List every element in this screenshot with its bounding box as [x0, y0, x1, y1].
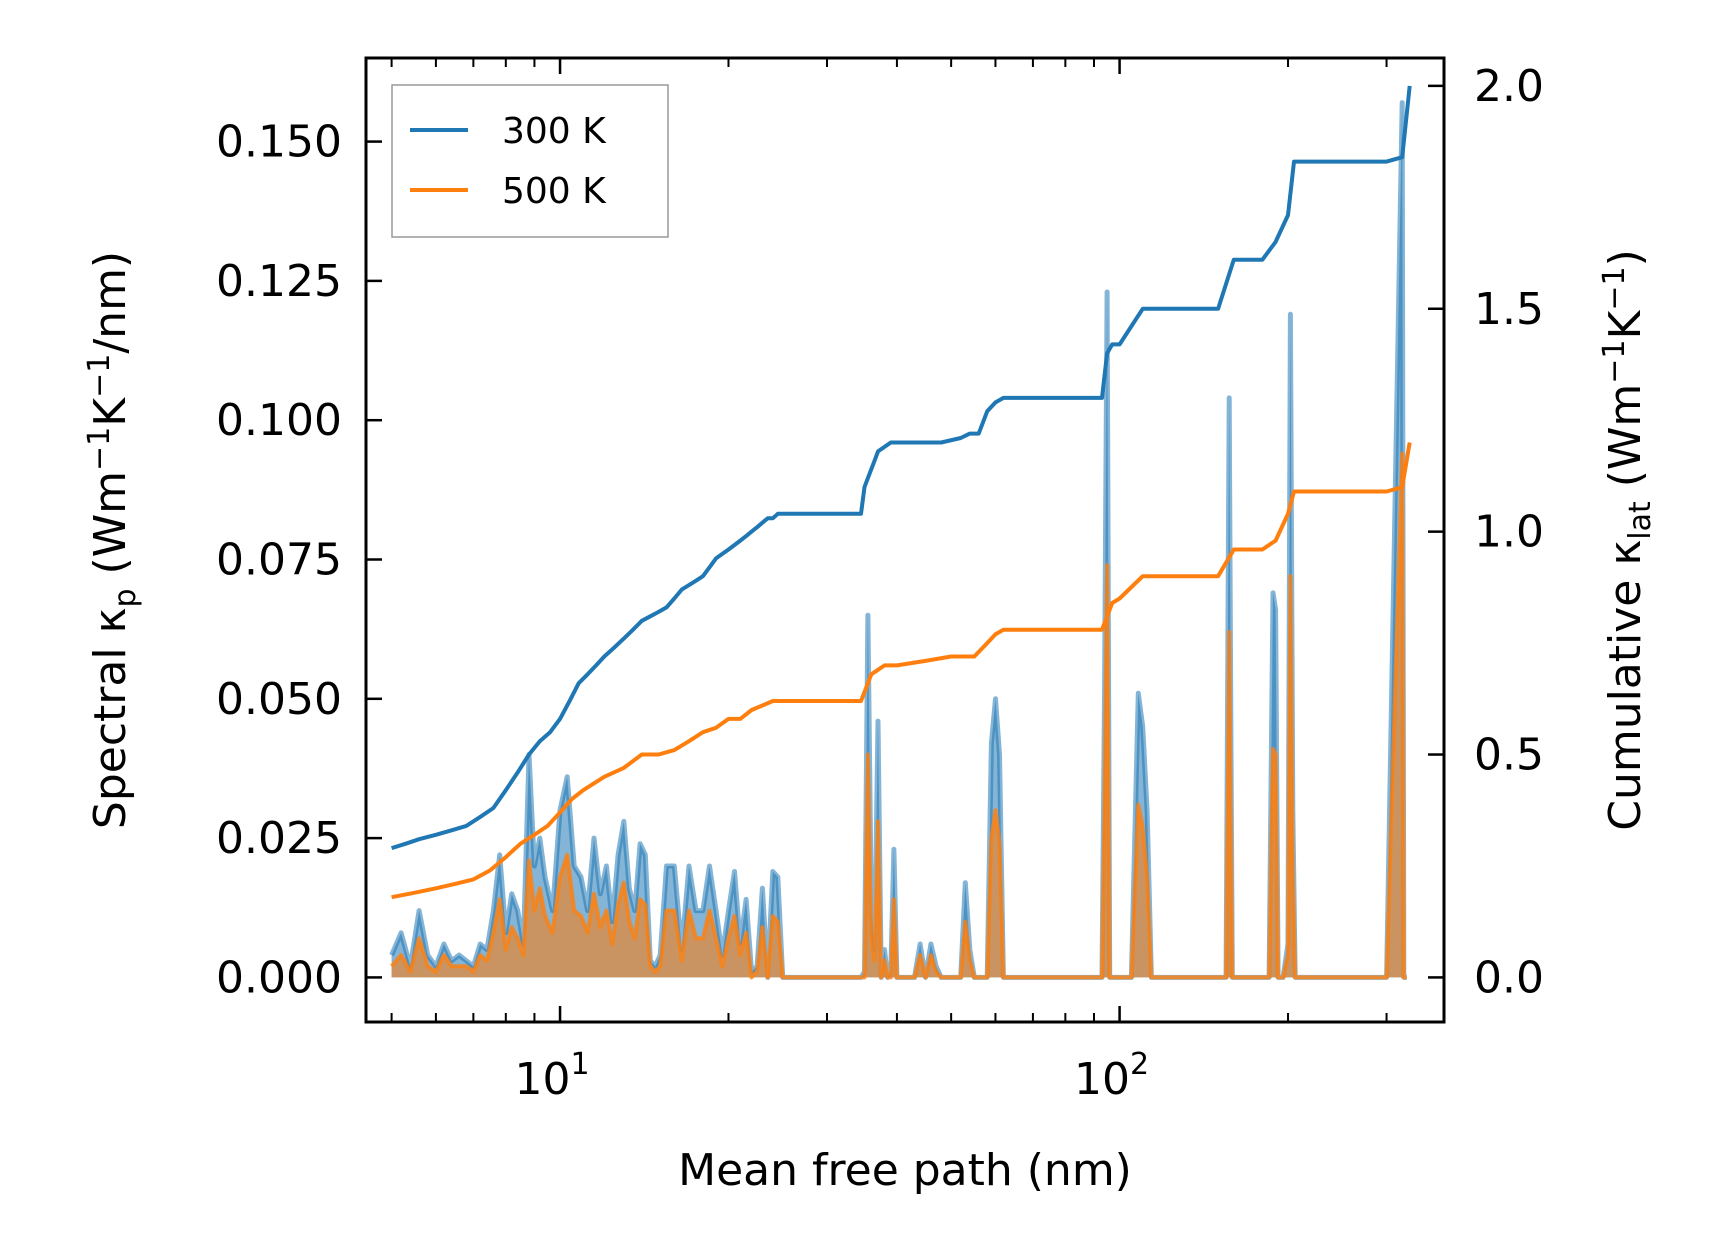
left-y-label-unit-c: /nm) [85, 251, 136, 354]
legend-label-300k: 300 K [502, 111, 607, 152]
right-y-tick-label: 1.5 [1474, 284, 1544, 335]
left-y-label-unit-b: K [85, 397, 136, 427]
legend-box [391, 84, 669, 238]
left-y-label-main: Spectral κ [85, 608, 136, 830]
right-y-label-sub: lat [1623, 501, 1658, 540]
legend-label-500k: 500 K [502, 171, 607, 212]
left-y-tick-label: 0.100 [216, 395, 342, 446]
cumulative-line-300k [391, 85, 1412, 851]
left-y-tick-label: 0.025 [216, 813, 342, 864]
x-tick-label: 101 [514, 1047, 589, 1105]
left-y-axis-label: Spectral κp (Wm−1K−1/nm) [82, 251, 143, 829]
x-tick-label: 102 [1074, 1047, 1149, 1105]
cumulative-line-500k [391, 442, 1412, 900]
left-y-label-sup1: −1 [82, 427, 117, 471]
right-y-label-sup2: −1 [1597, 266, 1632, 310]
left-y-tick-label: 0.075 [216, 535, 342, 586]
right-y-tick-label: 0.0 [1474, 952, 1544, 1003]
right-y-tick-label: 1.0 [1474, 507, 1544, 558]
left-y-label-sup2: −1 [82, 354, 117, 398]
left-y-tick-label: 0.000 [216, 952, 342, 1003]
right-y-label-main: Cumulative κ [1600, 540, 1651, 831]
left-y-tick-label: 0.125 [216, 256, 342, 307]
right-y-label-unit-a: (Wm [1600, 384, 1651, 502]
right-y-label-unit-b: K [1600, 309, 1651, 339]
spectral-line-500k [390, 451, 1408, 980]
right-y-label-sup1: −1 [1597, 339, 1632, 383]
right-y-tick-label: 0.5 [1474, 730, 1544, 781]
x-axis-label: Mean free path (nm) [678, 1145, 1132, 1196]
left-y-tick-label: 0.050 [216, 674, 342, 725]
left-y-label-unit-a: (Wm [85, 471, 136, 589]
plot-frame [364, 56, 1446, 1024]
left-y-label-sub: p [108, 588, 143, 607]
right-y-axis-label: Cumulative κlat (Wm−1K−1) [1597, 249, 1658, 831]
left-y-tick-label: 0.150 [216, 117, 342, 168]
legend: 300 K 500 K [391, 84, 669, 238]
right-y-label-unit-c: ) [1600, 249, 1651, 266]
right-y-tick-label: 2.0 [1474, 61, 1544, 112]
